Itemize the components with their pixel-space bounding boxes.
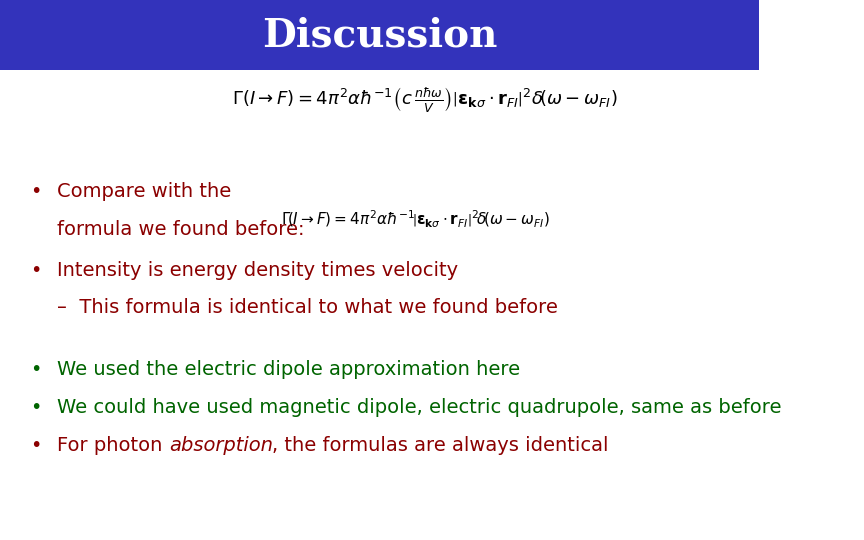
FancyBboxPatch shape	[0, 0, 759, 70]
Text: We used the electric dipole approximation here: We used the electric dipole approximatio…	[57, 360, 520, 380]
Text: $\Gamma\left(I \rightarrow F\right) = 4\pi^2 \alpha \hbar^{-1}\left(c\,\frac{n\h: $\Gamma\left(I \rightarrow F\right) = 4\…	[232, 85, 618, 114]
Text: We could have used magnetic dipole, electric quadrupole, same as before: We could have used magnetic dipole, elec…	[57, 398, 781, 417]
Text: Intensity is energy density times velocity: Intensity is energy density times veloci…	[57, 260, 458, 280]
Text: •: •	[30, 436, 41, 455]
Text: •: •	[30, 182, 41, 201]
Text: Discussion: Discussion	[262, 16, 497, 54]
Text: , the formulas are always identical: , the formulas are always identical	[272, 436, 608, 455]
Text: formula we found before:: formula we found before:	[57, 220, 304, 239]
Text: $\Gamma\!\left(I \rightarrow F\right)=4\pi^2\alpha\hbar^{-1}\!\left|\boldsymbol{: $\Gamma\!\left(I \rightarrow F\right)=4\…	[281, 209, 550, 231]
Text: For photon: For photon	[57, 436, 168, 455]
Text: –  This formula is identical to what we found before: – This formula is identical to what we f…	[57, 298, 558, 318]
Text: •: •	[30, 398, 41, 417]
Text: Compare with the: Compare with the	[57, 182, 232, 201]
Text: •: •	[30, 260, 41, 280]
Text: •: •	[30, 360, 41, 380]
Text: absorption: absorption	[169, 436, 274, 455]
